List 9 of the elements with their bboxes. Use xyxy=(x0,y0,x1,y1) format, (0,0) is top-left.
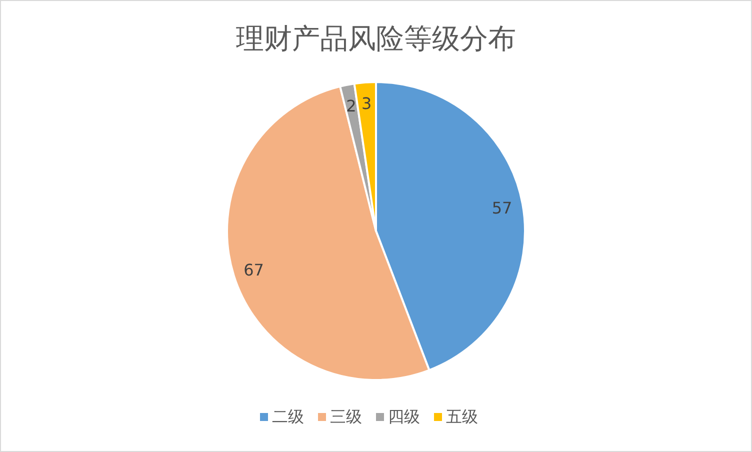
data-label: 2 xyxy=(346,96,356,116)
legend-label: 五级 xyxy=(446,407,478,426)
legend-label: 三级 xyxy=(330,407,362,426)
data-label: 57 xyxy=(492,198,512,218)
data-label: 3 xyxy=(362,94,372,114)
chart-title: 理财产品风险等级分布 xyxy=(236,22,516,55)
legend-label: 四级 xyxy=(388,407,420,426)
data-label: 67 xyxy=(244,260,264,280)
legend-label: 二级 xyxy=(272,407,304,426)
